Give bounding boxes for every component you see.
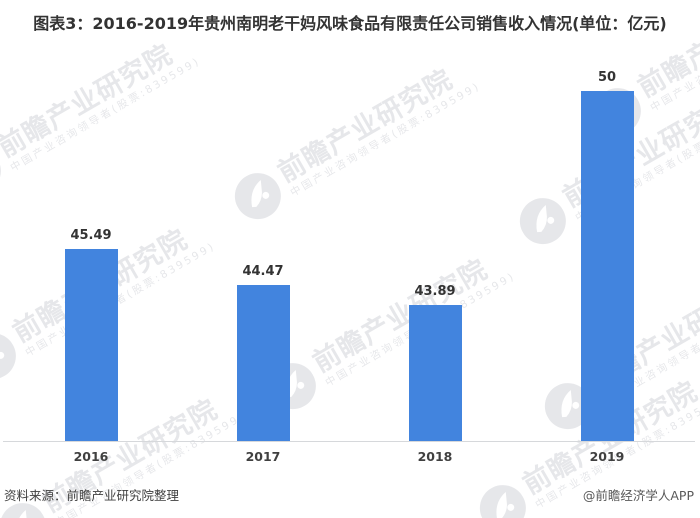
watermark-subtext: 中国产业咨询领导者(股票:839599): [8, 54, 203, 175]
watermark-subtext: 中国产业咨询领导者(股票:839599): [23, 239, 218, 360]
x-axis-label-2019: 2019: [589, 449, 625, 464]
qianzhan-logo-icon: [0, 325, 24, 388]
qianzhan-logo-icon: [471, 477, 534, 518]
bar-value-label-2018: 43.89: [414, 284, 456, 299]
watermark-text: 前瞻产业研究院: [272, 63, 458, 189]
bar-value-label-2019: 50: [597, 70, 617, 85]
app-credit: @前瞻经济学人APP: [582, 488, 694, 503]
bar-2018: [408, 305, 462, 441]
watermark-tile: 前瞻产业研究院中国产业咨询领导者(股票:839599): [226, 53, 483, 228]
bar-2019: [580, 91, 634, 441]
bar-2016: [64, 249, 118, 441]
bar-2017: [236, 285, 290, 441]
x-axis-line: [3, 441, 695, 442]
qianzhan-logo-icon: [226, 165, 289, 228]
source-note: 资料来源：前瞻产业研究院整理: [4, 488, 180, 503]
watermark-text: 前瞻产业研究院: [0, 38, 178, 164]
x-axis-label-2016: 2016: [73, 449, 109, 464]
x-axis-label-2017: 2017: [245, 449, 281, 464]
x-axis-label-2018: 2018: [417, 449, 453, 464]
qianzhan-logo-icon: [511, 190, 574, 253]
chart-title: 图表3：2016-2019年贵州南明老干妈风味食品有限责任公司销售收入情况(单位…: [33, 14, 667, 33]
watermark-tile: 前瞻产业研究院中国产业咨询领导者(股票:839599): [0, 28, 204, 203]
bar-value-label-2017: 44.47: [242, 264, 284, 279]
qianzhan-logo-icon: [0, 140, 9, 203]
bar-value-label-2016: 45.49: [70, 228, 112, 243]
watermark-subtext: 中国产业咨询领导者(股票:839599): [288, 79, 483, 200]
